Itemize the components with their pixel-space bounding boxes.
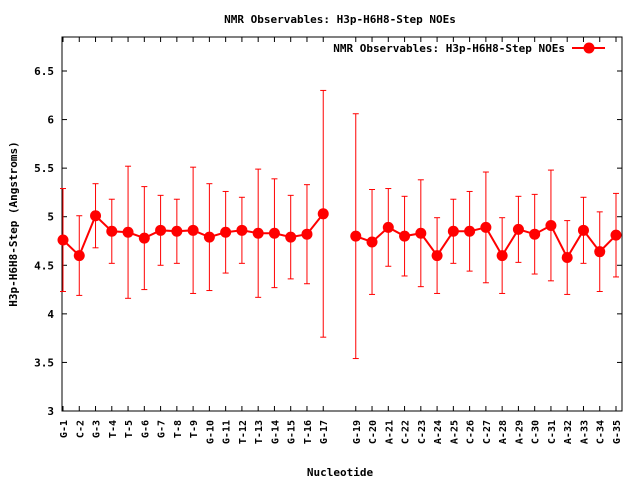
data-point (268, 227, 280, 239)
data-point (301, 228, 313, 240)
y-tick-label: 5 (47, 211, 54, 224)
x-tick-label: A-29 (514, 420, 525, 444)
x-tick-label: G-6 (140, 420, 151, 438)
data-point (236, 224, 248, 236)
data-point (594, 246, 606, 258)
data-point (285, 231, 297, 243)
data-point (220, 226, 232, 238)
x-tick-label: G-1 (59, 420, 70, 438)
data-point (187, 224, 199, 236)
x-tick-label: T-13 (254, 420, 265, 444)
y-tick-label: 6 (47, 114, 54, 127)
data-point (496, 250, 508, 262)
data-point (106, 225, 118, 237)
y-axis: 3 3.5 4 4.5 5 5.5 6 6.5 (34, 65, 622, 418)
x-tick-label: C-20 (368, 420, 379, 444)
error-bars (60, 89, 619, 360)
y-axis-label: H3p-H6H8-Step (Angstroms) (7, 141, 20, 307)
x-axis-label: Nucleotide (307, 466, 374, 479)
legend-label: NMR Observables: H3p-H6H8-Step NOEs (333, 42, 565, 55)
data-point (561, 252, 573, 264)
x-tick-label: G-10 (205, 420, 216, 444)
y-tick-label: 3.5 (34, 356, 54, 369)
data-points (57, 208, 622, 264)
x-tick-label: G-17 (319, 420, 330, 444)
plot-area (61, 36, 623, 412)
x-tick-label: A-21 (384, 420, 395, 444)
x-tick-label: C-34 (596, 420, 607, 444)
x-tick-label: C-26 (466, 420, 477, 444)
data-point (366, 236, 378, 248)
data-point (464, 225, 476, 237)
x-tick-label: T-5 (124, 420, 135, 438)
x-tick-label: G-7 (157, 420, 168, 438)
x-tick-label: T-8 (173, 420, 184, 438)
data-point (203, 231, 215, 243)
x-tick-label: T-9 (189, 420, 200, 438)
data-point (57, 234, 69, 246)
x-tick-label: A-28 (498, 420, 509, 444)
legend-marker (583, 42, 595, 54)
y-tick-label: 4 (47, 308, 54, 321)
y-tick-label: 3 (47, 405, 54, 418)
x-tick-label: G-35 (612, 420, 623, 444)
data-point (577, 224, 589, 236)
x-tick-label: C-30 (531, 420, 542, 444)
x-tick-label: A-32 (563, 420, 574, 444)
x-axis: G-1 C-2 G-3 T-4 T-5 G-6 G-7 T-8 T-9 G-10 G-11 T-12 T… (59, 37, 623, 444)
x-tick-label: C-31 (547, 420, 558, 444)
data-point (122, 226, 134, 238)
x-tick-label: A-33 (579, 420, 590, 444)
chart-title: NMR Observables: H3p-H6H8-Step NOEs (224, 13, 456, 26)
data-point (512, 223, 524, 235)
y-tick-label: 6.5 (34, 65, 54, 78)
data-point (382, 221, 394, 233)
data-point (431, 250, 443, 262)
x-tick-label: C-22 (401, 420, 412, 444)
data-point (155, 224, 167, 236)
data-point (545, 219, 557, 231)
x-tick-label: T-12 (238, 420, 249, 444)
x-tick-label: G-14 (270, 420, 281, 444)
data-point (73, 250, 85, 262)
data-point (415, 227, 427, 239)
data-point (399, 230, 411, 242)
y-tick-label: 4.5 (34, 259, 54, 272)
data-point (350, 230, 362, 242)
legend: NMR Observables: H3p-H6H8-Step NOEs (333, 42, 605, 55)
x-tick-label: T-16 (303, 420, 314, 444)
data-point (480, 221, 492, 233)
data-point (317, 208, 329, 220)
data-point (252, 227, 264, 239)
x-tick-label: G-19 (352, 420, 363, 444)
data-point (171, 225, 183, 237)
x-tick-label: G-15 (287, 420, 298, 444)
x-tick-label: G-11 (222, 420, 233, 444)
data-point (90, 210, 102, 222)
x-tick-label: G-3 (92, 420, 103, 438)
x-tick-label: C-2 (75, 420, 86, 438)
data-point (529, 228, 541, 240)
x-tick-label: C-23 (417, 420, 428, 444)
x-tick-label: C-27 (482, 420, 493, 444)
x-tick-label: A-25 (449, 420, 460, 444)
y-tick-label: 5.5 (34, 162, 54, 175)
data-point (138, 232, 150, 244)
x-tick-label: T-4 (108, 420, 119, 438)
x-tick-label: A-24 (433, 420, 444, 444)
data-point (610, 229, 622, 241)
data-point (447, 225, 459, 237)
